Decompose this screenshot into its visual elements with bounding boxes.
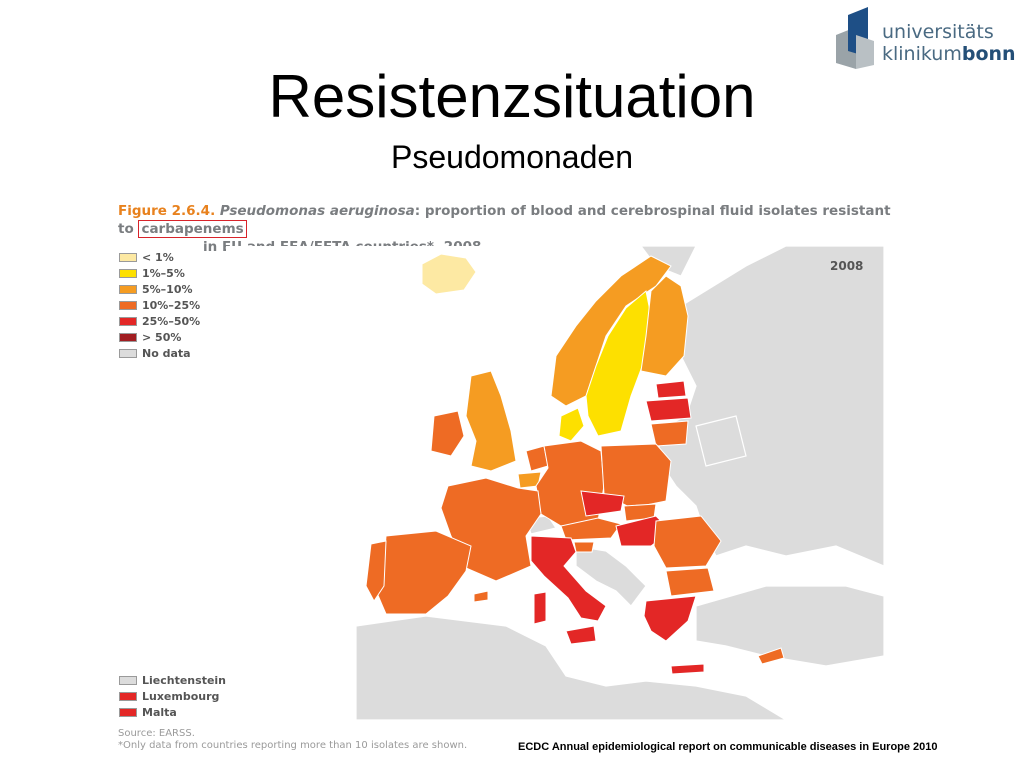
- legend-label: 1%–5%: [142, 266, 185, 280]
- small-countries-legend: Liechtenstein Luxembourg Malta: [119, 672, 226, 720]
- page-subtitle: Pseudomonaden: [391, 139, 633, 175]
- country-iceland: [421, 253, 477, 295]
- logo-line-1: universitäts: [882, 21, 994, 43]
- country-finland: [640, 275, 689, 377]
- legend-swatch: [119, 316, 137, 326]
- country-estonia: [655, 380, 687, 399]
- belarus-east: [695, 415, 747, 467]
- map-legend: < 1% 1%–5% 5%–10% 10%–25% 25%–50% > 50% No dat…: [119, 249, 200, 361]
- legend-item: No data: [119, 345, 200, 361]
- legend-swatch: [119, 284, 137, 294]
- country-italy: [530, 535, 607, 622]
- small-legend-item: Liechtenstein: [119, 672, 226, 688]
- legend-label: > 50%: [142, 330, 182, 344]
- country-united-kingdom: [465, 370, 517, 472]
- source-line-2: *Only data from countries reporting more…: [118, 740, 468, 751]
- small-legend-swatch: [119, 675, 137, 685]
- country-lithuania: [650, 420, 689, 447]
- legend-item: < 1%: [119, 249, 200, 265]
- figure-species: Pseudomonas aeruginosa: [219, 203, 415, 219]
- small-legend-item: Malta: [119, 704, 226, 720]
- country-slovenia: [573, 541, 595, 553]
- figure-source: Source: EARSS. *Only data from countries…: [118, 728, 467, 752]
- country-czech-republic: [580, 490, 625, 517]
- country-latvia: [645, 397, 692, 422]
- north-africa: [355, 615, 788, 720]
- legend-item: 25%–50%: [119, 313, 200, 329]
- legend-label: No data: [142, 346, 191, 360]
- small-legend-label: Malta: [142, 705, 177, 719]
- source-line-1: Source: EARSS.: [118, 728, 195, 739]
- no-data-land: [355, 246, 884, 720]
- turkey: [695, 585, 884, 667]
- small-legend-label: Luxembourg: [142, 689, 220, 703]
- legend-label: 5%–10%: [142, 282, 193, 296]
- country-cyprus: [757, 647, 785, 665]
- page-title: Resistenzsituation: [268, 63, 756, 130]
- highlighted-term: carbapenems: [138, 220, 247, 238]
- figure-caption-part-a: : proportion of blood and cerebrospinal …: [118, 203, 891, 237]
- small-legend-item: Luxembourg: [119, 688, 226, 704]
- legend-swatch: [119, 268, 137, 278]
- legend-swatch: [119, 300, 137, 310]
- university-logo: universitäts klinikumbonn: [834, 5, 1018, 73]
- legend-item: 5%–10%: [119, 281, 200, 297]
- country-denmark: [558, 407, 585, 442]
- country-spain-balearics: [473, 590, 489, 603]
- legend-label: 10%–25%: [142, 298, 201, 312]
- legend-item: > 50%: [119, 329, 200, 345]
- legend-item: 10%–25%: [119, 297, 200, 313]
- legend-swatch: [119, 252, 137, 262]
- legend-label: < 1%: [142, 250, 174, 264]
- country-ireland: [430, 410, 465, 457]
- europe-map: [226, 246, 884, 720]
- legend-swatch: [119, 332, 137, 342]
- legend-label: 25%–50%: [142, 314, 201, 328]
- logo-mark-icon: [836, 7, 874, 69]
- logo-text: universitäts klinikumbonn: [882, 21, 1016, 65]
- country-romania: [653, 515, 722, 569]
- small-legend-label: Liechtenstein: [142, 673, 227, 687]
- citation: ECDC Annual epidemiological report on co…: [518, 741, 938, 753]
- figure-number: Figure 2.6.4.: [118, 203, 216, 219]
- country-italy-sardinia: [533, 591, 547, 625]
- country-portugal: [365, 540, 387, 602]
- figure-caption: Figure 2.6.4. Pseudomonas aeruginosa: pr…: [118, 202, 898, 256]
- country-greece: [643, 595, 697, 642]
- legend-item: 1%–5%: [119, 265, 200, 281]
- country-greece-crete: [670, 663, 705, 675]
- country-bulgaria: [665, 567, 715, 597]
- logo-line-2: klinikumbonn: [882, 43, 1016, 65]
- balkans: [575, 545, 647, 607]
- small-legend-swatch: [119, 691, 137, 701]
- country-italy-sicily: [565, 625, 597, 645]
- legend-swatch: [119, 348, 137, 358]
- small-legend-swatch: [119, 707, 137, 717]
- map-year-label: 2008: [830, 259, 864, 273]
